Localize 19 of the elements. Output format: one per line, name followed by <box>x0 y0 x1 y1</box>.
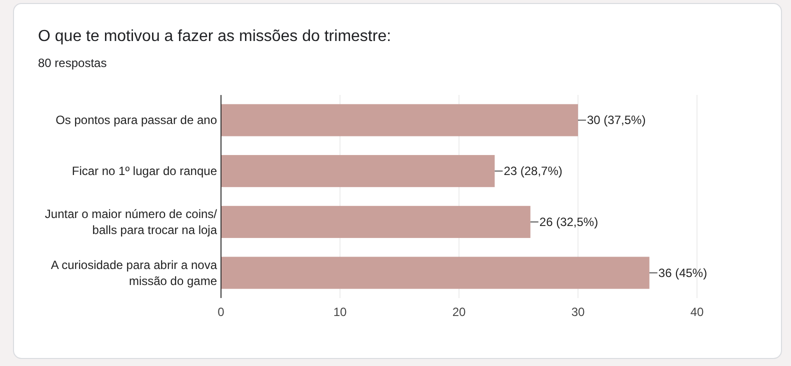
text: 80 respostas <box>38 56 107 70</box>
bar <box>221 155 495 188</box>
bar <box>221 104 578 136</box>
data-label: 30 (37,5%) <box>587 113 646 128</box>
data-label: 36 (45%) <box>658 266 708 280</box>
x-tick-label: 30 <box>571 305 585 319</box>
data-label: 23 (28,7%) <box>504 164 562 178</box>
y-tick-label: Os pontos para passar de ano <box>56 113 218 128</box>
y-tick-label: A curiosidade para abrir a nova missão do game <box>50 258 218 288</box>
chart-title: O que te motivou a fazer as missões do trimestre: <box>38 28 392 45</box>
y-tick-label: Juntar o maior número de coins/ balls para trocar na loja <box>44 206 218 237</box>
x-tick-label: 20 <box>452 305 466 319</box>
bar <box>221 206 530 238</box>
bar <box>221 256 650 289</box>
x-tick-label: 10 <box>333 305 347 319</box>
x-tick-label: 0 <box>218 305 225 319</box>
y-tick-label: Ficar no 1º lugar do ranque <box>72 164 218 178</box>
data-label: 26 (32,5%) <box>539 214 598 229</box>
x-tick-label: 40 <box>690 305 704 319</box>
